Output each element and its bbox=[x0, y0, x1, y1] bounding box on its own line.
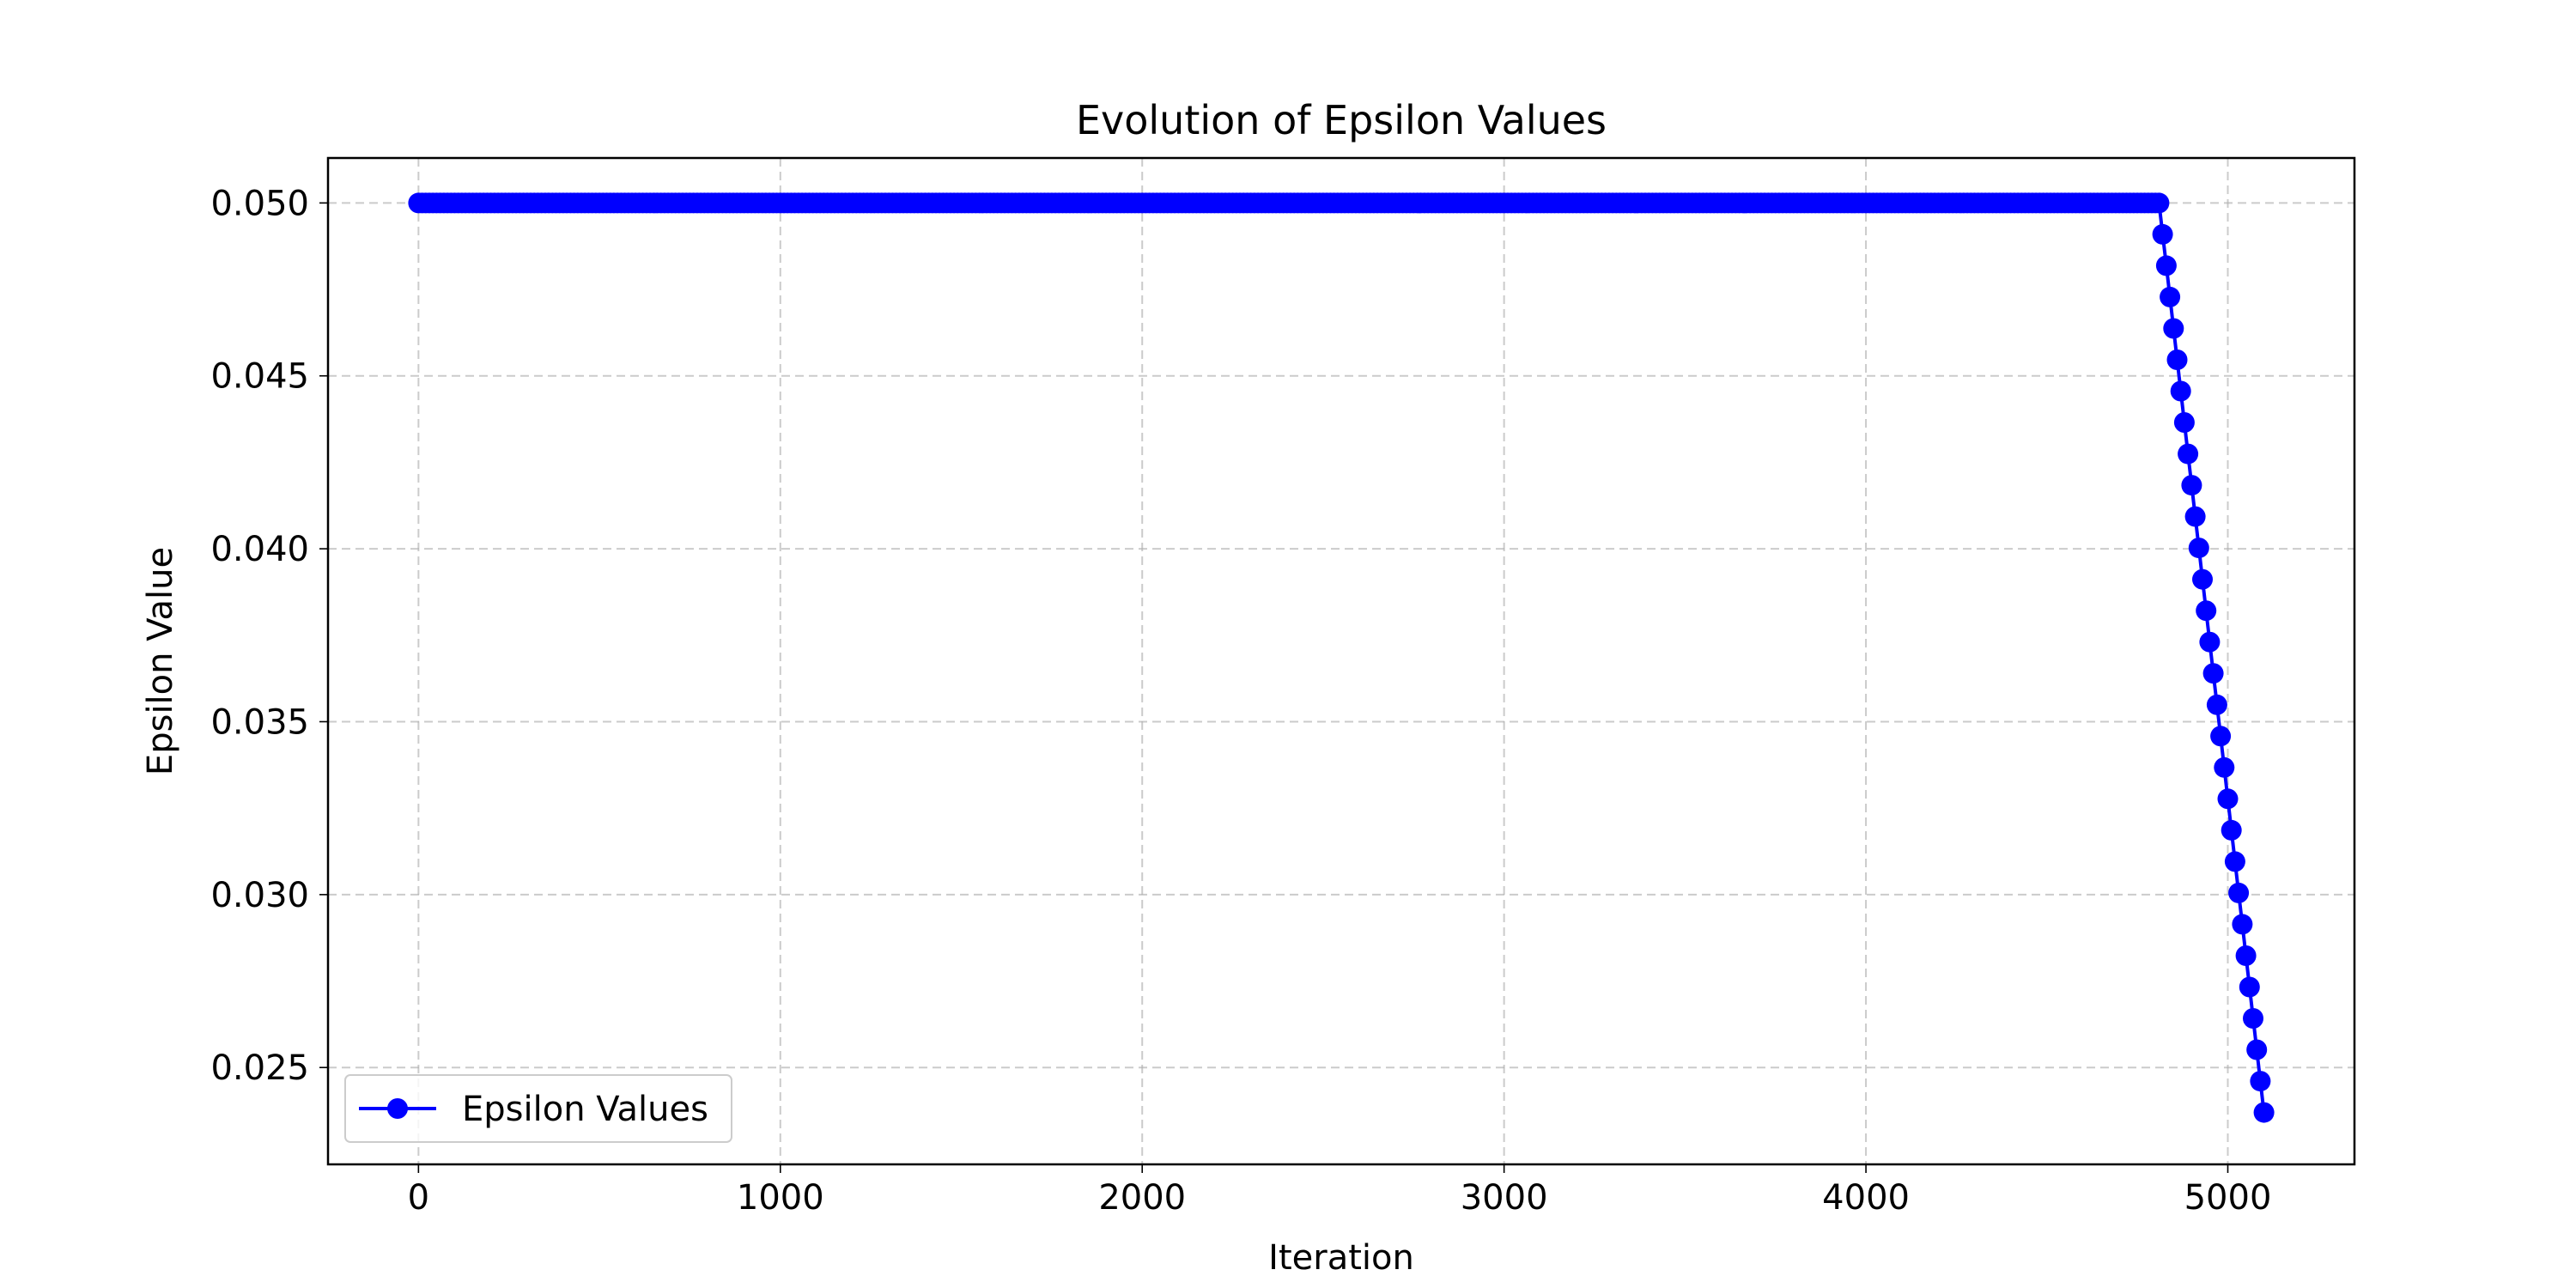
data-point bbox=[2160, 286, 2181, 307]
data-point bbox=[2202, 663, 2224, 684]
y-tick-label: 0.040 bbox=[210, 530, 309, 569]
axes-frame bbox=[326, 156, 2356, 1166]
data-point bbox=[2210, 726, 2232, 747]
x-axis-label: Iteration bbox=[1268, 1238, 1414, 1278]
series-epsilon-values bbox=[408, 192, 2275, 1123]
legend: Epsilon Values bbox=[344, 1074, 732, 1143]
data-point bbox=[2228, 882, 2250, 903]
data-point bbox=[2206, 694, 2227, 715]
data-point bbox=[2166, 349, 2188, 370]
legend-box bbox=[344, 1074, 732, 1143]
chart-title: Evolution of Epsilon Values bbox=[1076, 97, 1607, 143]
data-point bbox=[2155, 255, 2177, 276]
y-tick-label: 0.030 bbox=[210, 876, 309, 915]
data-point bbox=[2163, 318, 2184, 339]
data-point bbox=[2224, 851, 2245, 872]
data-point bbox=[2184, 506, 2206, 527]
data-point bbox=[2199, 631, 2221, 653]
legend-marker-icon bbox=[387, 1098, 408, 1119]
legend-label: Epsilon Values bbox=[462, 1090, 708, 1129]
x-tick-label: 2000 bbox=[1098, 1178, 1186, 1218]
data-point bbox=[2250, 1071, 2271, 1092]
x-tick-label: 3000 bbox=[1461, 1178, 1548, 1218]
x-tick-label: 5000 bbox=[2184, 1178, 2272, 1218]
data-point bbox=[2178, 443, 2199, 465]
x-tick-label: 0 bbox=[408, 1178, 429, 1218]
data-point bbox=[2173, 412, 2195, 433]
y-tick-label: 0.050 bbox=[210, 184, 309, 223]
data-point bbox=[2152, 223, 2173, 245]
data-point bbox=[2192, 568, 2213, 590]
data-point bbox=[2181, 475, 2202, 496]
y-tick-label: 0.035 bbox=[210, 702, 309, 742]
data-point bbox=[2246, 1039, 2268, 1060]
data-point bbox=[2243, 1008, 2263, 1029]
data-point bbox=[2253, 1102, 2275, 1123]
data-point bbox=[2239, 976, 2260, 998]
y-axis-label: Epsilon Value bbox=[141, 547, 180, 775]
y-tick-label: 0.025 bbox=[210, 1048, 309, 1088]
x-tick-label: 1000 bbox=[737, 1178, 824, 1218]
data-point bbox=[2217, 788, 2239, 810]
y-tick-label: 0.045 bbox=[210, 357, 309, 397]
x-tick-label: 4000 bbox=[1822, 1178, 1910, 1218]
data-point bbox=[2235, 945, 2257, 966]
data-point bbox=[2188, 538, 2209, 559]
data-point bbox=[2170, 380, 2191, 402]
data-point bbox=[2221, 819, 2242, 841]
data-point bbox=[2196, 600, 2217, 622]
data-point bbox=[2232, 914, 2253, 935]
data-point bbox=[2214, 756, 2235, 778]
axis-ticks: 0 1000 2000 3000 4000 5000 0.025 0.030 0.035 0.04… bbox=[210, 184, 2271, 1218]
data-point bbox=[2148, 192, 2170, 214]
